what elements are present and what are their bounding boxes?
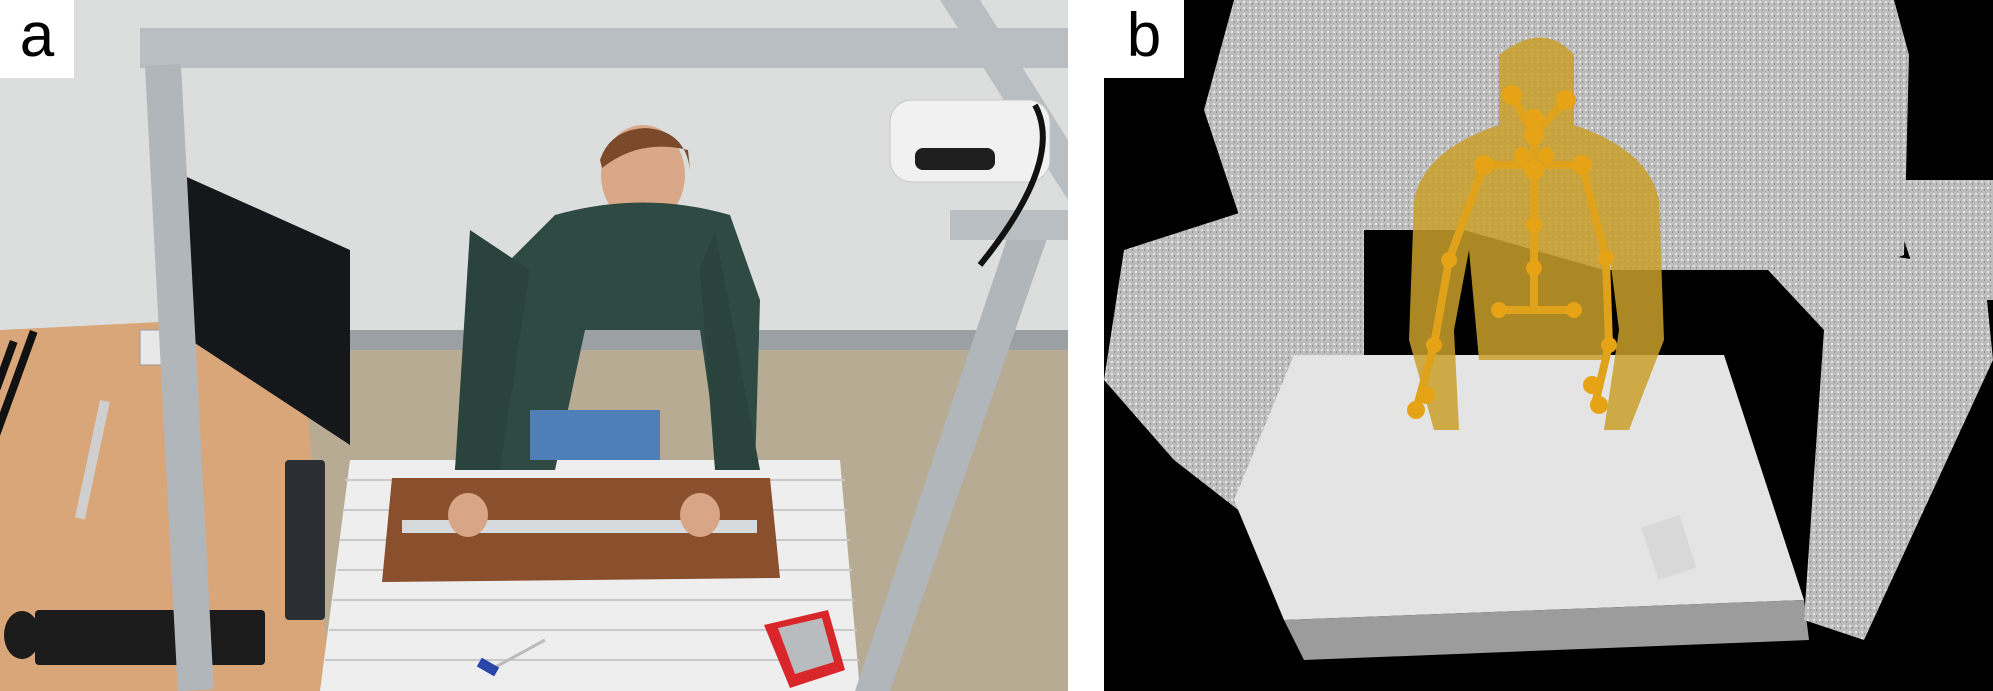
skeleton-joints — [1407, 85, 1617, 419]
aluminum-profile — [402, 520, 757, 533]
workstation-photo — [0, 0, 1068, 691]
power-strip — [285, 460, 325, 620]
keyboard — [35, 610, 265, 665]
mouse — [4, 611, 40, 659]
camera-lens-bar — [915, 148, 995, 170]
left-hand — [448, 493, 488, 537]
panel-label-b: b — [1104, 0, 1184, 78]
left-arm — [455, 230, 530, 470]
screws — [778, 618, 834, 674]
profile-bar — [75, 400, 110, 520]
frame-right-post — [855, 230, 1050, 691]
frame-top-beam — [140, 28, 1068, 68]
screwdriver-shaft — [489, 638, 546, 672]
monitor — [160, 165, 350, 445]
cloud-right-edge — [1884, 180, 1993, 300]
frame-left-post — [145, 64, 214, 691]
jeans — [530, 410, 660, 460]
cloud-main-table — [1234, 355, 1804, 620]
right-hand — [680, 493, 720, 537]
cloud-table-edge — [1284, 600, 1809, 660]
right-arm — [700, 230, 760, 470]
side-table — [0, 315, 330, 691]
cloud-box — [1641, 515, 1697, 580]
pointcloud-panel-b: b — [1104, 0, 1993, 691]
panel-label-a: a — [0, 0, 74, 78]
pointcloud-render — [1104, 0, 1993, 660]
hair — [600, 128, 690, 170]
camera-cable — [977, 103, 1046, 267]
sweater-torso — [455, 202, 760, 470]
cloud-right-structure — [1754, 255, 1993, 640]
screwdriver-handle — [476, 657, 500, 677]
black-rail-2 — [0, 330, 38, 549]
photo-panel-a: a — [0, 0, 1068, 691]
